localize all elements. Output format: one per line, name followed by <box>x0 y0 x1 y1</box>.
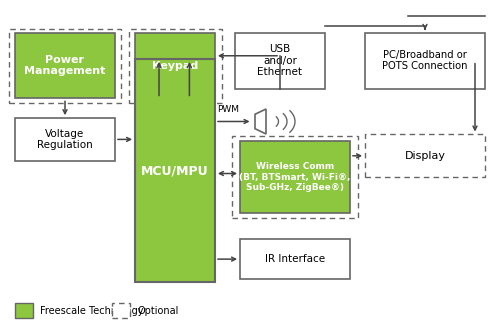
Bar <box>15 303 32 318</box>
Bar <box>235 33 325 89</box>
Text: Keypad: Keypad <box>152 61 198 71</box>
Bar <box>112 303 130 318</box>
Text: PWM: PWM <box>218 105 240 113</box>
Bar <box>365 134 485 177</box>
Text: Freescale Technology: Freescale Technology <box>40 306 144 316</box>
Text: Optional: Optional <box>138 306 179 316</box>
Bar <box>8 29 121 103</box>
Bar <box>128 29 222 103</box>
Polygon shape <box>255 109 266 134</box>
Bar <box>135 33 215 98</box>
Text: Display: Display <box>404 151 446 161</box>
Bar <box>135 59 215 282</box>
Bar <box>365 33 485 89</box>
Text: Wireless Comm
(BT, BTSmart, Wi-Fi®,
Sub-GHz, ZigBee®): Wireless Comm (BT, BTSmart, Wi-Fi®, Sub-… <box>240 162 350 192</box>
Text: USB
and/or
Ethernet: USB and/or Ethernet <box>258 44 302 77</box>
Text: Voltage
Regulation: Voltage Regulation <box>37 129 93 150</box>
Text: Power
Management: Power Management <box>24 55 105 76</box>
Bar <box>15 118 115 161</box>
Text: PC/Broadband or
POTS Connection: PC/Broadband or POTS Connection <box>382 50 468 72</box>
Bar <box>15 33 115 98</box>
Text: MCU/MPU: MCU/MPU <box>141 164 209 177</box>
Bar <box>232 136 358 218</box>
Bar <box>240 141 350 213</box>
Text: IR Interface: IR Interface <box>265 254 325 264</box>
Bar <box>240 239 350 279</box>
